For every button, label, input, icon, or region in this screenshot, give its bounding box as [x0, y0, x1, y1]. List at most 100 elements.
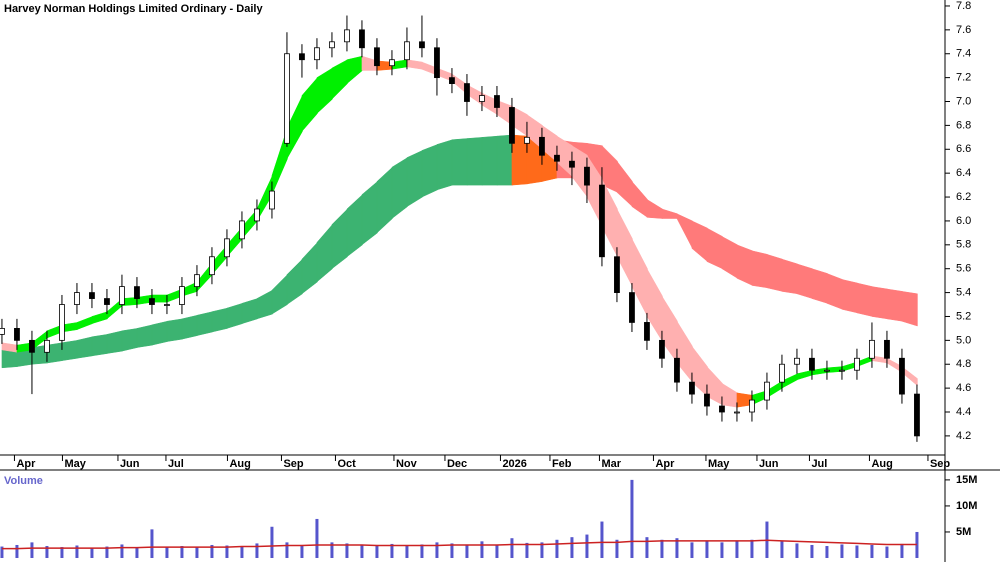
y-tick-label: 5.4 [956, 286, 971, 298]
candle-body [809, 357, 815, 371]
ribbon-segment [301, 76, 318, 133]
candle-body [524, 136, 530, 144]
candle-body [884, 339, 890, 359]
x-tick-label: Sep [930, 458, 950, 470]
x-tick-label: Jul [811, 458, 827, 470]
x-tick-label: May [64, 458, 86, 470]
volume-bar [225, 545, 229, 558]
candle-body [29, 339, 35, 353]
volume-bar [510, 538, 514, 558]
volume-bar [600, 521, 604, 558]
volume-bar [825, 546, 829, 558]
candle-body [149, 298, 155, 305]
ribbon-segment [781, 258, 798, 295]
candle-body [284, 53, 290, 144]
ribbon-segment [796, 263, 813, 299]
candle-body [179, 286, 185, 305]
volume-bar [795, 543, 799, 558]
candle-body [314, 47, 320, 61]
volume-bar [900, 543, 904, 558]
candle-body [554, 154, 560, 162]
y-tick-label: 7.2 [956, 72, 971, 84]
y-tick-label: 4.2 [956, 430, 971, 442]
candle-body [449, 77, 455, 84]
volume-bar [810, 544, 814, 558]
ribbon-segment [151, 320, 168, 346]
chart-title: Harvey Norman Holdings Limited Ordinary … [4, 3, 263, 15]
y-tick-label: 6.0 [956, 215, 971, 227]
candle-body [794, 357, 800, 365]
volume-bar [870, 544, 874, 558]
y-tick-label: 4.6 [956, 382, 971, 394]
candle-body [134, 286, 140, 299]
volume-bar [750, 539, 754, 558]
ribbon-segment [901, 291, 918, 327]
candle-body [164, 304, 170, 306]
volume-bar [195, 546, 199, 558]
y-tick-label: 7.0 [956, 95, 971, 107]
y-tick-label: 6.4 [956, 167, 971, 179]
volume-bar [15, 544, 19, 558]
x-tick-label: Jul [168, 458, 184, 470]
volume-bar [435, 542, 439, 558]
ribbon-segment [826, 273, 843, 310]
candle-body [254, 208, 260, 222]
ribbon-segment [316, 223, 333, 283]
candle-body [764, 381, 770, 401]
volume-bar [780, 541, 784, 558]
candle-body [599, 184, 605, 258]
candle-body [404, 41, 410, 61]
volume-bar [150, 529, 154, 558]
candle-body [839, 369, 845, 372]
ribbon-segment [286, 258, 303, 306]
candle-body [614, 256, 620, 293]
candle-body [359, 29, 365, 49]
volume-bar [360, 544, 364, 558]
volume-bar [480, 541, 484, 558]
x-tick-label: Aug [871, 458, 892, 470]
x-tick-label: Nov [396, 458, 418, 470]
candle-body [239, 220, 245, 240]
y-tick-label: 15M [956, 474, 977, 486]
ribbon-segment [376, 166, 393, 234]
candle-body [569, 160, 575, 168]
volume-bar [120, 544, 124, 558]
y-tick-label: 6.6 [956, 143, 971, 155]
volume-bar [135, 547, 139, 558]
ribbon-segment [826, 366, 843, 373]
x-tick-label: Aug [229, 458, 250, 470]
volume-bar [630, 479, 634, 558]
candle-body [824, 369, 830, 372]
candle-body [644, 322, 650, 341]
candle-body [0, 328, 5, 335]
candle-body [749, 399, 755, 413]
ribbon-segment [886, 288, 903, 322]
ribbon-segment [301, 241, 318, 295]
candle-body [119, 286, 125, 305]
y-tick-label: 7.4 [956, 48, 971, 60]
volume-bar [705, 541, 709, 558]
ribbon-segment [136, 324, 153, 348]
ribbon-segment [181, 314, 198, 340]
candle-body [419, 41, 425, 49]
y-tick-label: 5.8 [956, 239, 971, 251]
candle-body [734, 411, 740, 414]
candle-body [719, 405, 725, 413]
ribbon-segment [436, 139, 453, 191]
candle-body [209, 256, 215, 276]
y-tick-label: 10M [956, 500, 977, 512]
y-tick-label: 7.8 [956, 0, 971, 12]
volume-bar [345, 543, 349, 558]
volume-bar [570, 537, 574, 558]
volume-bar [300, 544, 304, 558]
ribbon-segment [736, 244, 753, 286]
candle-body [704, 393, 710, 407]
volume-bar [210, 544, 214, 558]
candle-body [344, 29, 350, 43]
volume-average [1, 539, 917, 550]
y-tick-label: 6.8 [956, 119, 971, 131]
volume-bar [75, 545, 79, 558]
ribbon-segment [76, 336, 93, 359]
